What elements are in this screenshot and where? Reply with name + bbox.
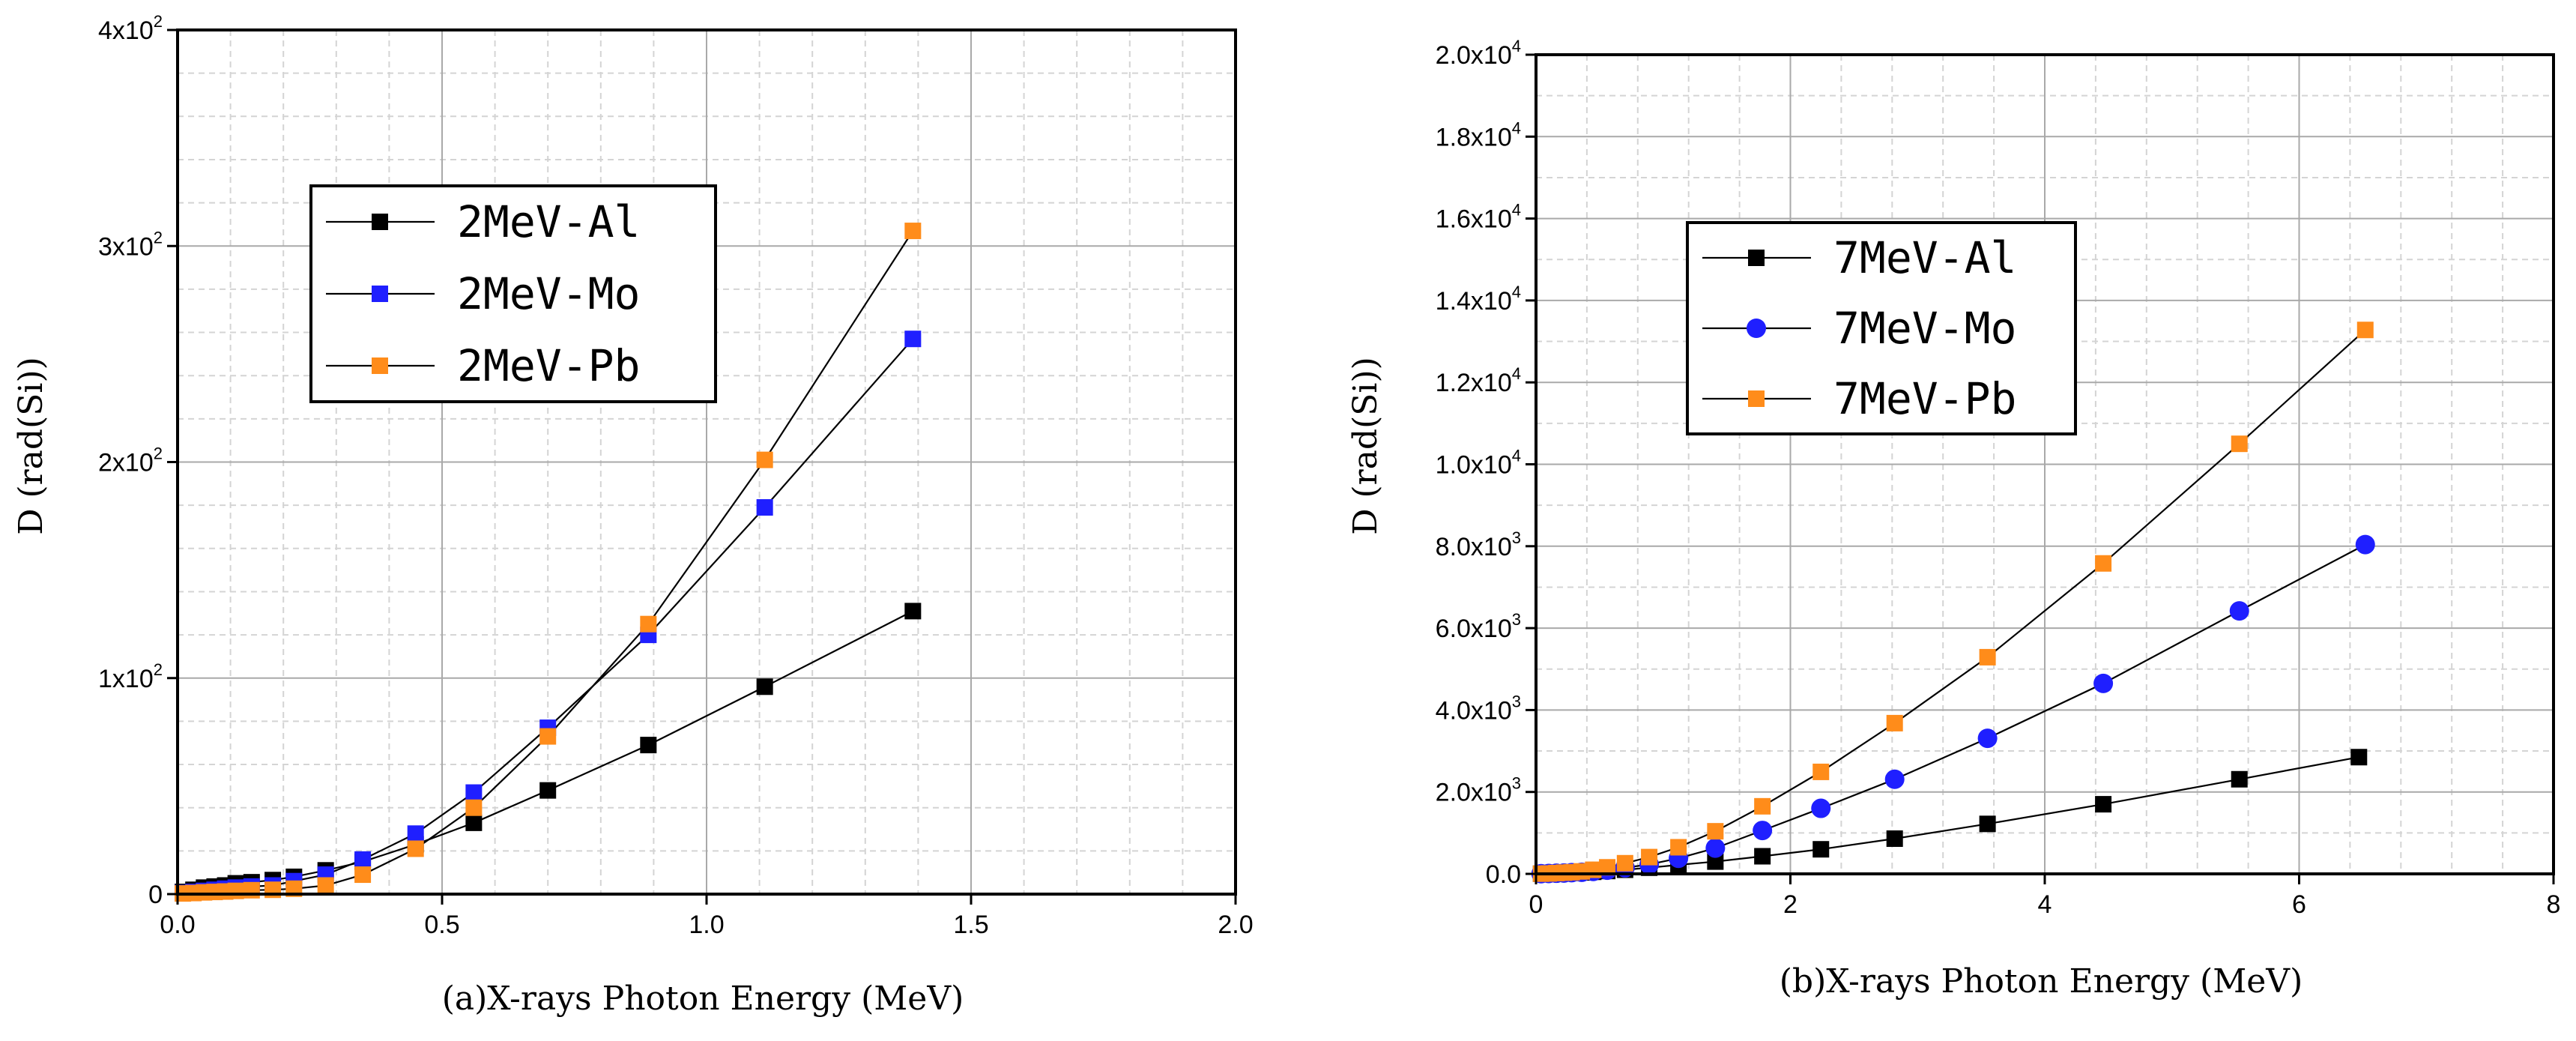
x-tick-label: 1.5 xyxy=(953,911,988,939)
legend-label: 7MeV-Al xyxy=(1833,232,2016,283)
series-line-7MeV-Mo xyxy=(1541,543,2366,875)
x-tick-label: 1.0 xyxy=(689,911,724,939)
x-tick-label: 0.5 xyxy=(424,911,459,939)
y-tick-label: 1.8x104 xyxy=(1436,118,1521,151)
x-tick-label: 4 xyxy=(2038,890,2052,919)
data-point-2MeV-Pb xyxy=(756,451,773,468)
data-point-7MeV-Mo xyxy=(1811,798,1831,818)
x-axis-title-b: (b)X-rays Photon Energy (MeV) xyxy=(1780,962,2303,1001)
data-point-7MeV-Pb xyxy=(1616,854,1633,872)
data-point-2MeV-Pb xyxy=(465,799,483,816)
legend-marker xyxy=(372,357,388,374)
chart-panel-b: (b)X-rays Photon Energy (MeV) D (rad(Si)… xyxy=(1346,37,2560,1001)
data-point-7MeV-Pb xyxy=(1979,648,1996,666)
data-point-7MeV-Pb xyxy=(1886,714,1903,731)
x-axis-title-a: (a)X-rays Photon Energy (MeV) xyxy=(442,980,964,1018)
data-point-7MeV-Pb xyxy=(1812,763,1830,780)
x-tick-label: 2 xyxy=(1783,890,1798,919)
data-point-7MeV-Mo xyxy=(2229,601,2249,621)
data-point-7MeV-Al xyxy=(2095,796,2112,813)
data-point-2MeV-Pb xyxy=(354,866,372,884)
y-tick-label: 2.0x103 xyxy=(1436,774,1521,807)
legend-marker xyxy=(372,286,388,302)
data-point-7MeV-Al xyxy=(2231,770,2248,788)
y-tick-label: 4x102 xyxy=(98,12,163,45)
x-tick-label: 6 xyxy=(2292,890,2306,919)
data-point-2MeV-Pb xyxy=(640,615,657,633)
data-point-2MeV-Al xyxy=(465,814,483,831)
data-point-2MeV-Pb xyxy=(317,877,334,894)
data-point-7MeV-Pb xyxy=(1599,859,1616,876)
data-point-2MeV-Mo xyxy=(904,331,922,348)
y-tick-label: 3x102 xyxy=(98,228,163,261)
data-point-7MeV-Pb xyxy=(1754,797,1771,815)
data-point-7MeV-Mo xyxy=(1977,728,1998,749)
y-tick-label: 1.0x104 xyxy=(1436,447,1521,480)
y-axis-title-b: D (rad(Si)) xyxy=(1346,357,1385,535)
data-point-2MeV-Pb xyxy=(904,223,922,240)
y-tick-label: 6.0x103 xyxy=(1436,610,1521,643)
data-point-2MeV-Al xyxy=(539,782,557,799)
data-point-2MeV-Mo xyxy=(756,499,773,516)
y-tick-label: 1.6x104 xyxy=(1436,201,1521,234)
y-tick-label: 1.4x104 xyxy=(1436,283,1521,316)
legend-marker xyxy=(372,214,388,230)
data-point-2MeV-Al xyxy=(640,737,657,754)
y-axis-title-a: D (rad(Si)) xyxy=(12,357,50,535)
y-tick-label: 2x102 xyxy=(98,444,163,477)
y-tick-label: 4.0x103 xyxy=(1436,692,1521,725)
data-point-7MeV-Al xyxy=(1812,841,1830,858)
data-point-7MeV-Pb xyxy=(2095,555,2112,572)
data-point-2MeV-Pb xyxy=(243,881,260,899)
data-point-7MeV-Pb xyxy=(2356,322,2374,339)
data-point-7MeV-Pb xyxy=(1707,823,1724,840)
y-tick-label: 2.0x104 xyxy=(1436,37,1521,70)
legend-label: 2MeV-Pb xyxy=(457,340,640,391)
data-point-7MeV-Mo xyxy=(1705,838,1726,858)
data-point-7MeV-Mo xyxy=(2093,673,2114,693)
legend-label: 2MeV-Al xyxy=(457,196,640,247)
legend-label: 7MeV-Pb xyxy=(1833,373,2016,424)
x-tick-label: 0.0 xyxy=(160,911,195,939)
y-tick-label: 8.0x103 xyxy=(1436,528,1521,561)
x-tick-label: 2.0 xyxy=(1218,911,1253,939)
legend-marker xyxy=(1747,319,1766,338)
data-point-7MeV-Al xyxy=(2350,749,2368,766)
legend-label: 2MeV-Mo xyxy=(457,268,640,319)
x-tick-label: 8 xyxy=(2547,890,2561,919)
data-point-7MeV-Mo xyxy=(1884,769,1905,789)
y-tick-label: 0.0 xyxy=(1486,860,1521,889)
data-point-7MeV-Mo xyxy=(2355,534,2375,555)
data-point-2MeV-Pb xyxy=(539,728,557,745)
data-point-7MeV-Pb xyxy=(1670,839,1687,856)
chart-panel-a: (a)X-rays Photon Energy (MeV) D (rad(Si)… xyxy=(12,12,1254,1018)
legend-label: 7MeV-Mo xyxy=(1833,303,2016,354)
data-point-7MeV-Pb xyxy=(1641,848,1658,866)
data-point-7MeV-Al xyxy=(1754,848,1771,865)
x-tick-label: 0 xyxy=(1529,890,1544,919)
data-point-7MeV-Pb xyxy=(2231,435,2248,453)
data-point-2MeV-Mo xyxy=(465,784,483,801)
data-point-7MeV-Mo xyxy=(1753,821,1773,841)
data-point-2MeV-Mo xyxy=(354,851,372,868)
y-tick-label: 1x102 xyxy=(98,660,163,693)
data-point-7MeV-Al xyxy=(1886,830,1903,848)
y-tick-label: 0 xyxy=(148,881,163,909)
data-point-2MeV-Pb xyxy=(227,882,244,899)
data-point-2MeV-Pb xyxy=(407,840,424,857)
data-point-7MeV-Al xyxy=(1707,853,1724,870)
data-point-2MeV-Al xyxy=(904,603,922,620)
data-point-2MeV-Mo xyxy=(407,825,424,842)
data-point-7MeV-Al xyxy=(1979,815,1996,833)
y-tick-label: 1.2x104 xyxy=(1436,364,1521,397)
legend-marker xyxy=(1748,390,1765,407)
data-point-2MeV-Al xyxy=(756,678,773,695)
legend-marker xyxy=(1748,250,1765,266)
